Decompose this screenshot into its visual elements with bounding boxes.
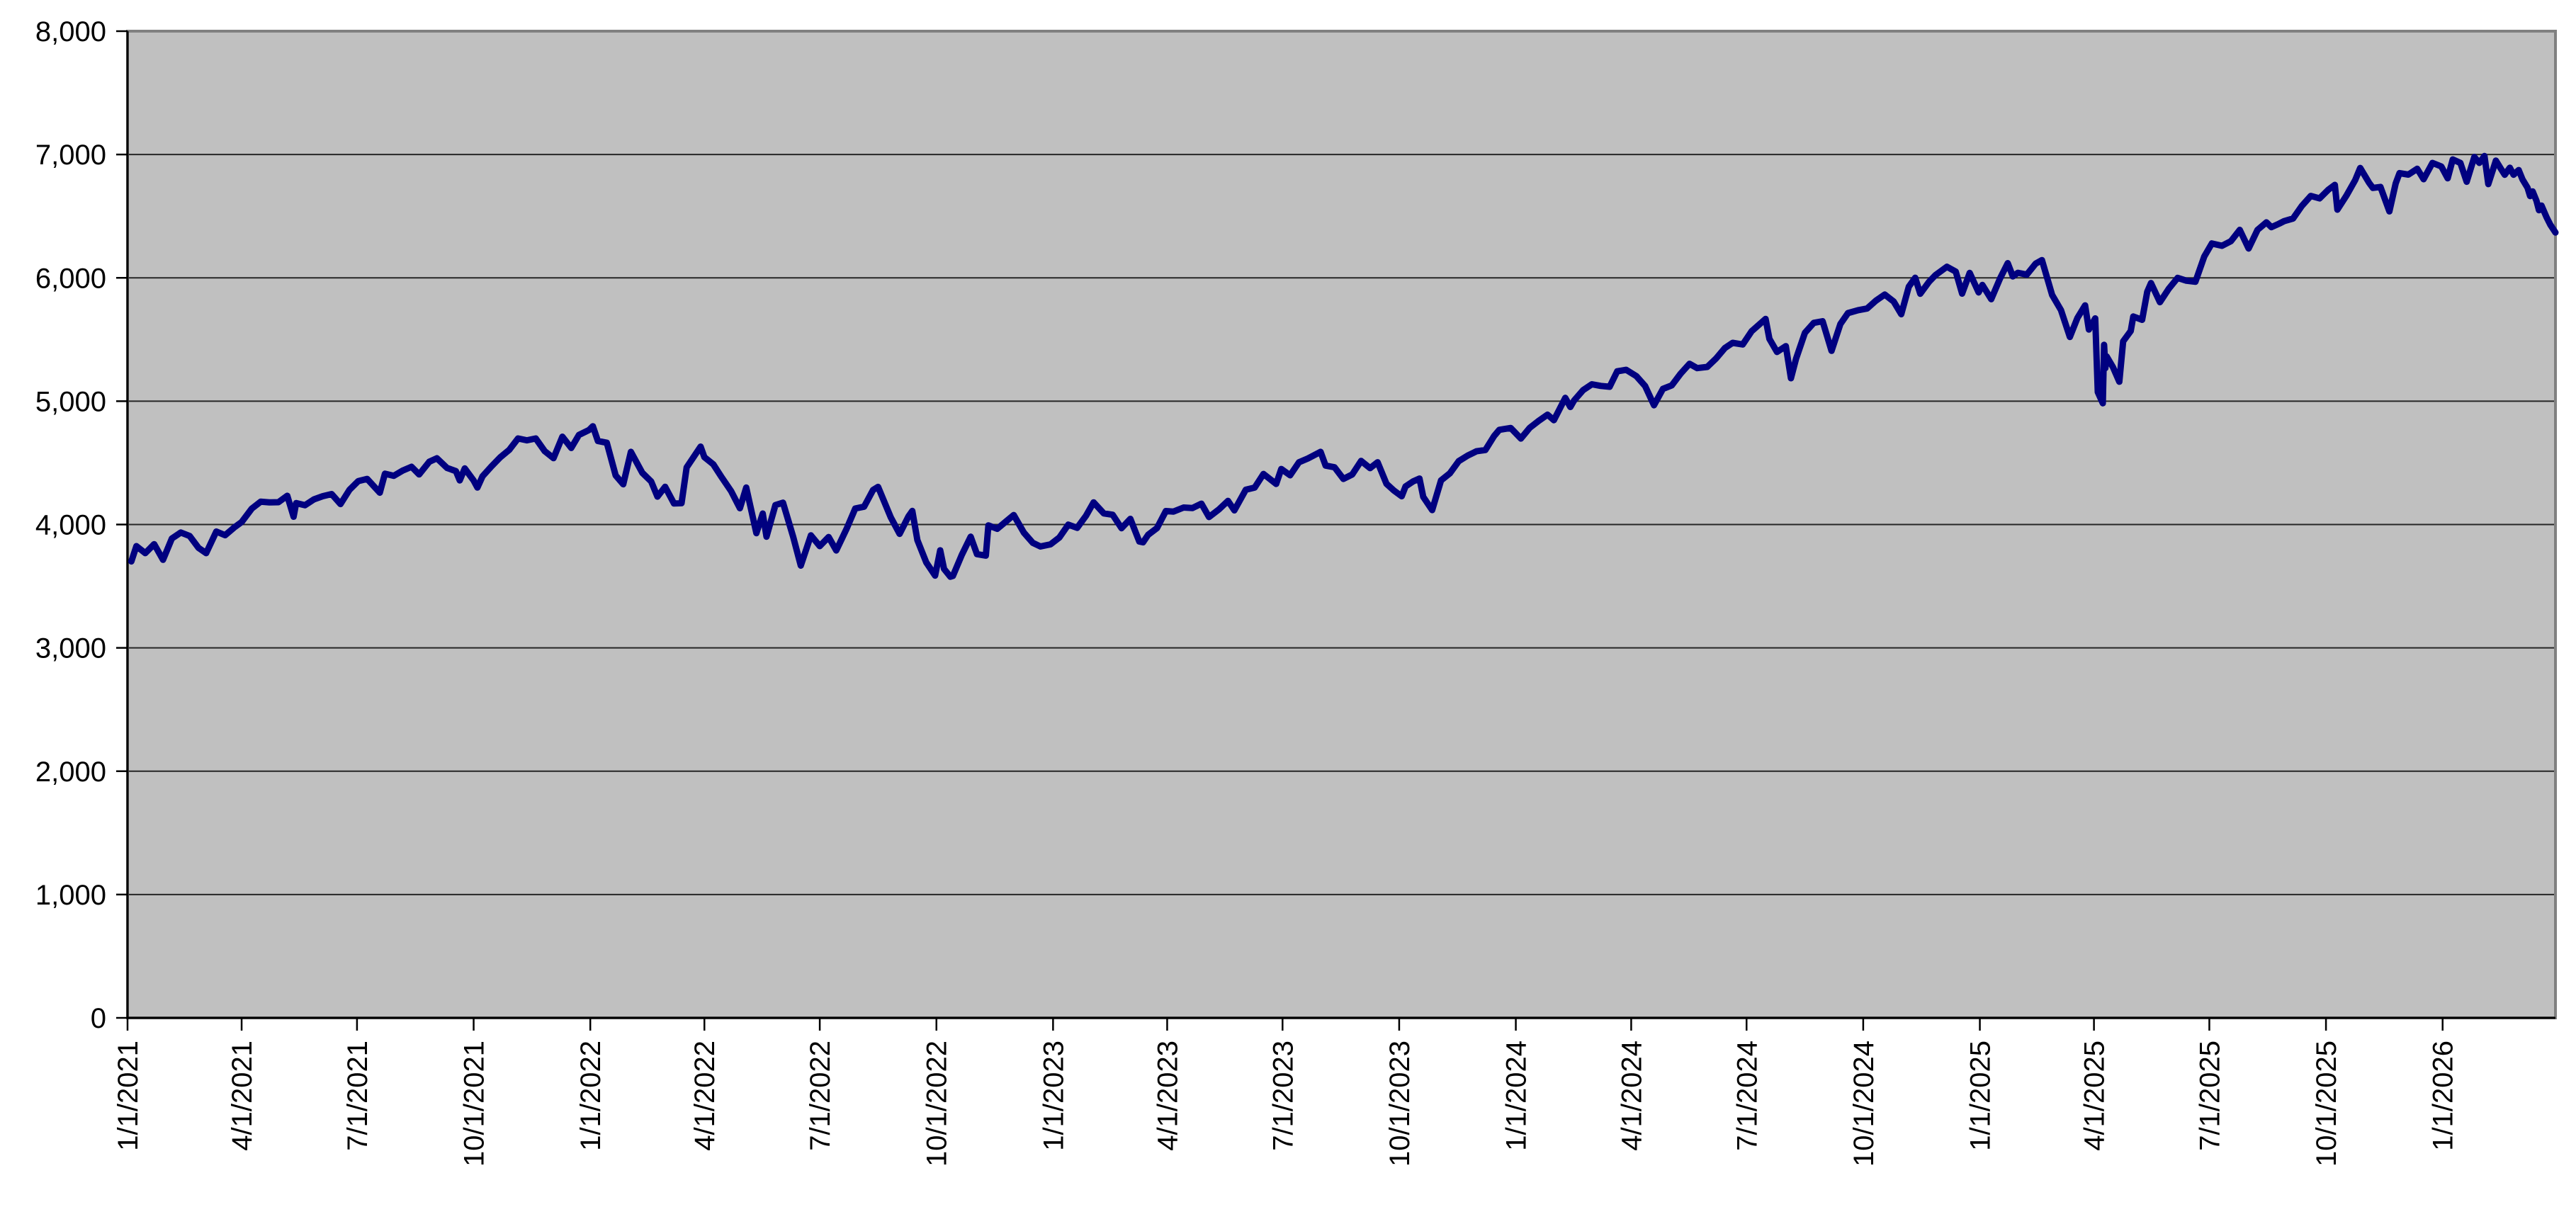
x-tick-label: 1/1/2022 bbox=[575, 1041, 606, 1151]
y-tick-label: 5,000 bbox=[35, 386, 106, 417]
x-tick-label: 1/1/2023 bbox=[1038, 1041, 1069, 1151]
y-tick-label: 1,000 bbox=[35, 880, 106, 911]
y-tick-label: 7,000 bbox=[35, 140, 106, 171]
x-tick-label: 10/1/2024 bbox=[1848, 1041, 1880, 1167]
y-axis-labels: 0 1,000 2,000 3,000 4,000 5,000 6,000 7,000 8,00… bbox=[35, 16, 128, 1034]
gridlines bbox=[128, 154, 2555, 895]
y-tick-label: 8,000 bbox=[35, 16, 106, 47]
x-tick-label: 10/1/2025 bbox=[2311, 1041, 2342, 1167]
x-tick-label: 7/1/2024 bbox=[1732, 1041, 1763, 1151]
y-tick-label: 4,000 bbox=[35, 510, 106, 541]
x-tick-label: 4/1/2023 bbox=[1152, 1041, 1183, 1151]
x-tick-label: 7/1/2025 bbox=[2194, 1041, 2225, 1151]
y-tick-label: 0 bbox=[91, 1003, 106, 1034]
x-tick-label: 7/1/2022 bbox=[805, 1041, 836, 1151]
x-axis-labels: 1/1/2021 4/1/2021 7/1/2021 10/1/2021 1/1/202… bbox=[113, 1018, 2459, 1167]
x-tick-label: 4/1/2024 bbox=[1616, 1041, 1647, 1151]
x-tick-label: 4/1/2025 bbox=[2079, 1041, 2111, 1151]
x-tick-label: 10/1/2023 bbox=[1384, 1041, 1416, 1167]
x-tick-label: 4/1/2022 bbox=[689, 1041, 721, 1151]
y-tick-label: 3,000 bbox=[35, 633, 106, 664]
x-tick-label: 10/1/2021 bbox=[459, 1041, 490, 1167]
series-line-index-daily-close bbox=[128, 152, 2559, 580]
x-tick-label: 1/1/2024 bbox=[1501, 1041, 1532, 1151]
x-tick-label: 1/1/2025 bbox=[1965, 1041, 1996, 1151]
x-tick-label: 4/1/2021 bbox=[227, 1041, 258, 1151]
x-tick-label: 1/1/2021 bbox=[113, 1041, 144, 1151]
x-tick-label: 7/1/2021 bbox=[342, 1041, 373, 1151]
x-tick-label: 7/1/2023 bbox=[1267, 1041, 1299, 1151]
y-tick-label: 2,000 bbox=[35, 756, 106, 788]
x-tick-label: 1/1/2026 bbox=[2428, 1041, 2459, 1151]
y-tick-label: 6,000 bbox=[35, 263, 106, 294]
x-tick-label: 10/1/2022 bbox=[922, 1041, 953, 1167]
